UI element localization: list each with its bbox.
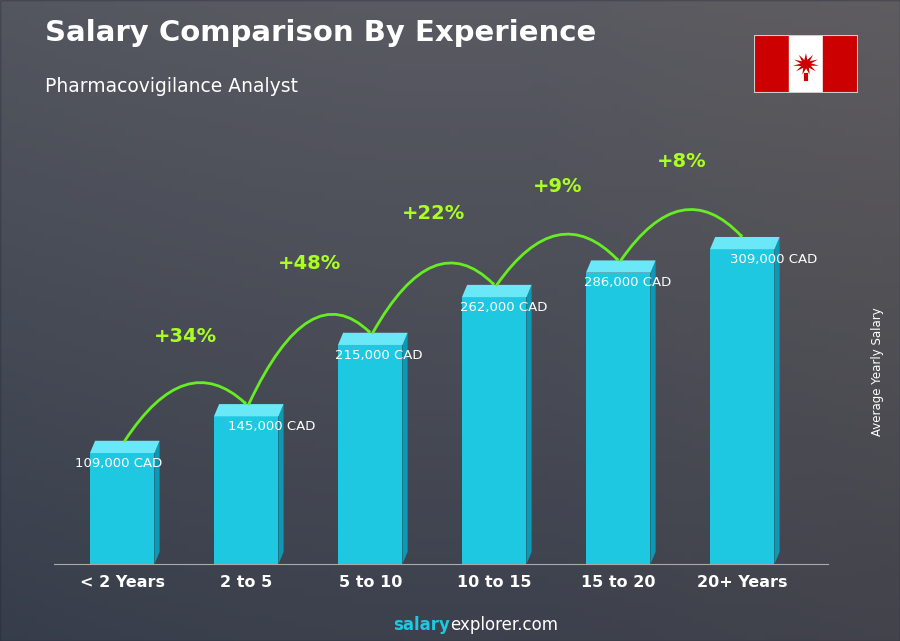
Text: +8%: +8%: [657, 152, 706, 171]
Text: +48%: +48%: [278, 254, 341, 272]
Polygon shape: [586, 260, 655, 272]
Text: +9%: +9%: [533, 177, 582, 196]
Polygon shape: [338, 333, 408, 345]
Polygon shape: [651, 260, 655, 564]
Polygon shape: [214, 416, 278, 564]
Text: 109,000 CAD: 109,000 CAD: [75, 456, 162, 470]
Text: 262,000 CAD: 262,000 CAD: [460, 301, 547, 313]
Bar: [788, 35, 824, 93]
Polygon shape: [402, 333, 408, 564]
Text: Salary Comparison By Experience: Salary Comparison By Experience: [45, 19, 596, 47]
Text: +22%: +22%: [402, 204, 465, 222]
Polygon shape: [278, 404, 284, 564]
Text: salary: salary: [393, 616, 450, 634]
Polygon shape: [526, 285, 532, 564]
Polygon shape: [90, 453, 155, 564]
Bar: [754, 35, 788, 93]
Text: Average Yearly Salary: Average Yearly Salary: [871, 308, 884, 436]
Polygon shape: [710, 249, 775, 564]
Polygon shape: [586, 272, 651, 564]
Polygon shape: [90, 441, 159, 453]
Text: Pharmacovigilance Analyst: Pharmacovigilance Analyst: [45, 77, 298, 96]
Text: 309,000 CAD: 309,000 CAD: [730, 253, 817, 266]
Polygon shape: [338, 345, 402, 564]
Text: 215,000 CAD: 215,000 CAD: [336, 349, 423, 362]
FancyArrowPatch shape: [621, 210, 742, 260]
Polygon shape: [214, 404, 284, 416]
Polygon shape: [155, 441, 159, 564]
FancyArrowPatch shape: [497, 234, 617, 285]
FancyArrowPatch shape: [373, 263, 493, 333]
Text: 286,000 CAD: 286,000 CAD: [583, 276, 670, 289]
FancyArrowPatch shape: [248, 314, 369, 404]
FancyArrowPatch shape: [125, 383, 245, 441]
Polygon shape: [775, 237, 779, 564]
Polygon shape: [462, 285, 532, 297]
Text: explorer.com: explorer.com: [450, 616, 558, 634]
Polygon shape: [462, 297, 526, 564]
Polygon shape: [793, 53, 819, 74]
Text: +34%: +34%: [154, 327, 217, 346]
Polygon shape: [710, 237, 779, 249]
Bar: [824, 35, 858, 93]
Text: 145,000 CAD: 145,000 CAD: [228, 420, 315, 433]
